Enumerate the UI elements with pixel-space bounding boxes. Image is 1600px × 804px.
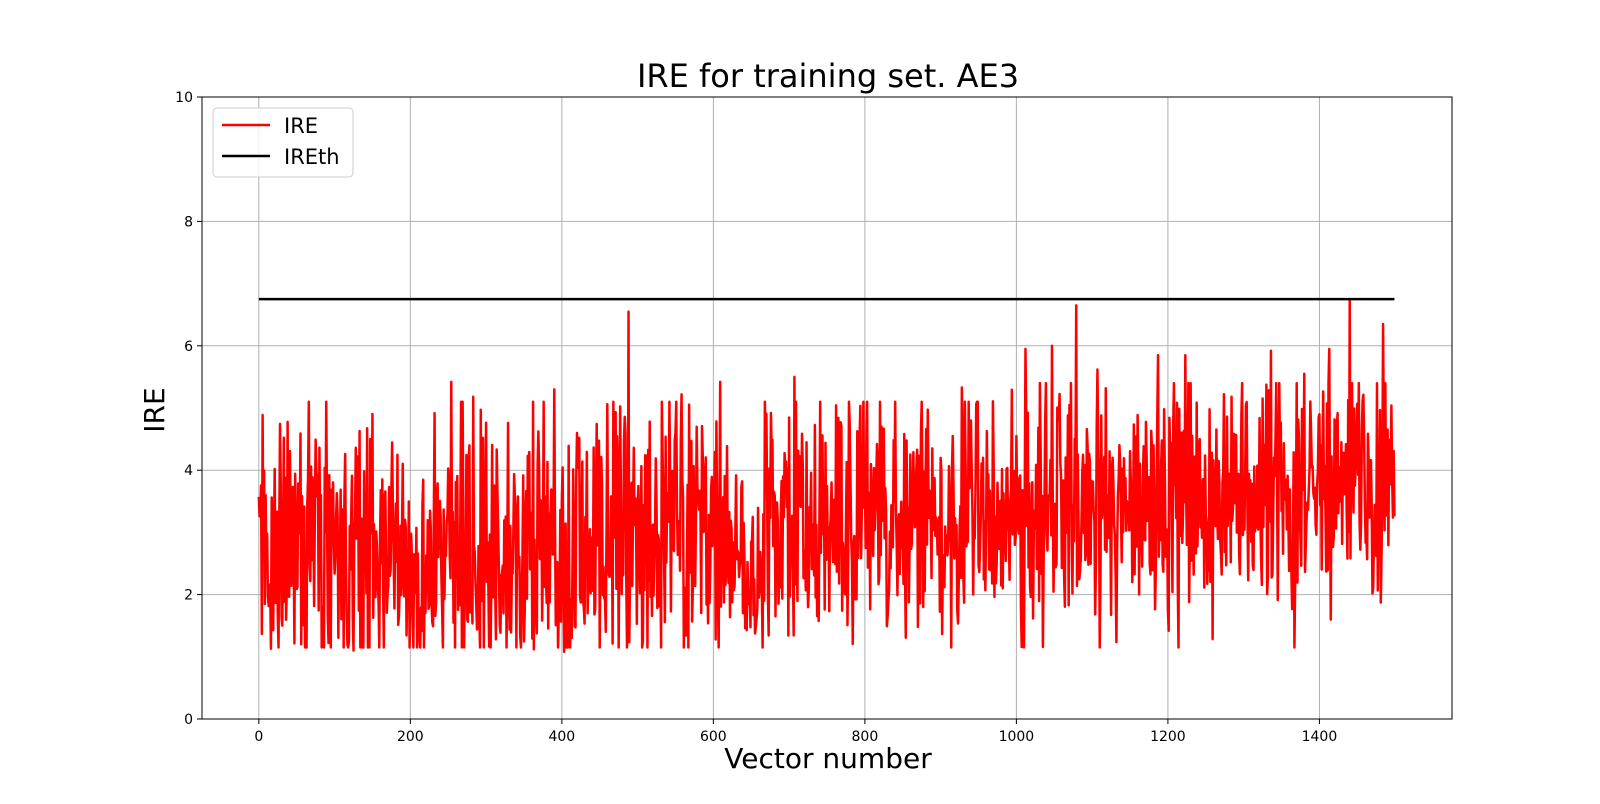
series-line-ire bbox=[257, 297, 1396, 654]
x-tick-label: 200 bbox=[397, 729, 424, 745]
y-axis-label: IRE bbox=[138, 387, 171, 432]
x-tick-label: 800 bbox=[852, 729, 879, 745]
y-tick-label: 6 bbox=[184, 339, 193, 355]
x-axis-label: Vector number bbox=[724, 742, 932, 775]
y-tick-label: 8 bbox=[184, 214, 193, 230]
series-layer bbox=[257, 297, 1396, 654]
x-tick-label: 600 bbox=[700, 729, 727, 745]
x-tick-label: 1400 bbox=[1302, 729, 1338, 745]
legend-label-ire: IRE bbox=[284, 114, 318, 138]
x-tick-label: 400 bbox=[548, 729, 575, 745]
x-tick-label: 1200 bbox=[1150, 729, 1186, 745]
y-tick-label: 2 bbox=[184, 588, 193, 604]
y-axis-ticks: 0 2 4 6 8 10 bbox=[175, 90, 202, 728]
y-tick-label: 0 bbox=[184, 712, 193, 728]
x-axis-ticks: 0 200 400 600 800 1000 1200 1400 bbox=[254, 719, 1337, 745]
plot-frame bbox=[201, 96, 1453, 720]
x-tick-label: 0 bbox=[254, 729, 263, 745]
legend: IRE IREth bbox=[212, 107, 354, 178]
chart-title: IRE for training set. AE3 bbox=[637, 57, 1019, 95]
y-tick-label: 4 bbox=[184, 463, 193, 479]
y-tick-label: 10 bbox=[175, 90, 193, 106]
legend-label-ireth: IREth bbox=[284, 145, 340, 169]
x-tick-label: 1000 bbox=[999, 729, 1035, 745]
